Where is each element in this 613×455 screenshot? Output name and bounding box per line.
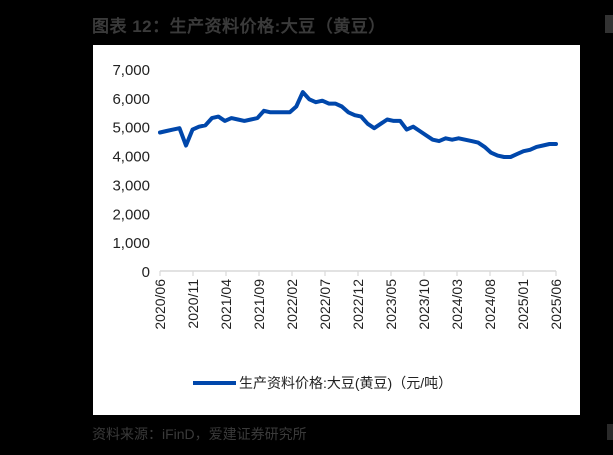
- x-tick-label: 2024/03: [449, 279, 465, 330]
- x-tick-label: 2025/06: [548, 279, 564, 330]
- source-note: 资料来源：iFinD，爱建证券研究所: [92, 426, 307, 442]
- line-chart: 0 1,000 2,000 3,000 4,000 5,000 6,000 7,000 2020…: [112, 62, 564, 391]
- y-tick-label: 1,000: [112, 235, 150, 252]
- x-tick-label: 2020/11: [185, 279, 201, 329]
- x-tick-label: 2021/09: [251, 279, 267, 330]
- y-tick-label: 4,000: [112, 149, 150, 166]
- x-tick-label: 2023/10: [416, 279, 432, 330]
- x-tick-label: 2021/04: [218, 279, 234, 330]
- y-tick-label: 3,000: [112, 177, 150, 194]
- y-tick-label: 6,000: [112, 91, 150, 108]
- chart-title: 图表 12：生产资料价格:大豆（黄豆）: [92, 17, 386, 36]
- x-tick-label: 2024/08: [482, 279, 498, 330]
- x-tick-label: 2025/01: [515, 279, 531, 330]
- cropped-edge-fragment-2: [607, 424, 613, 440]
- x-tick-label: 2023/05: [383, 279, 399, 330]
- x-tick-label: 2020/06: [152, 279, 168, 330]
- y-tick-label: 0: [142, 264, 150, 281]
- x-tick-label: 2022/02: [284, 279, 300, 330]
- legend-label: 生产资料价格:大豆(黄豆)（元/吨）: [239, 375, 452, 391]
- x-tick-label: 2022/12: [350, 279, 366, 330]
- chart-panel: 0 1,000 2,000 3,000 4,000 5,000 6,000 7,000 2020…: [93, 45, 580, 415]
- x-tick-label: 2022/07: [317, 279, 333, 330]
- y-tick-label: 5,000: [112, 120, 150, 137]
- y-tick-label: 7,000: [112, 62, 150, 79]
- cropped-edge-fragment: [605, 15, 613, 33]
- y-tick-label: 2,000: [112, 206, 150, 223]
- data-line-soybean-price: [158, 90, 558, 159]
